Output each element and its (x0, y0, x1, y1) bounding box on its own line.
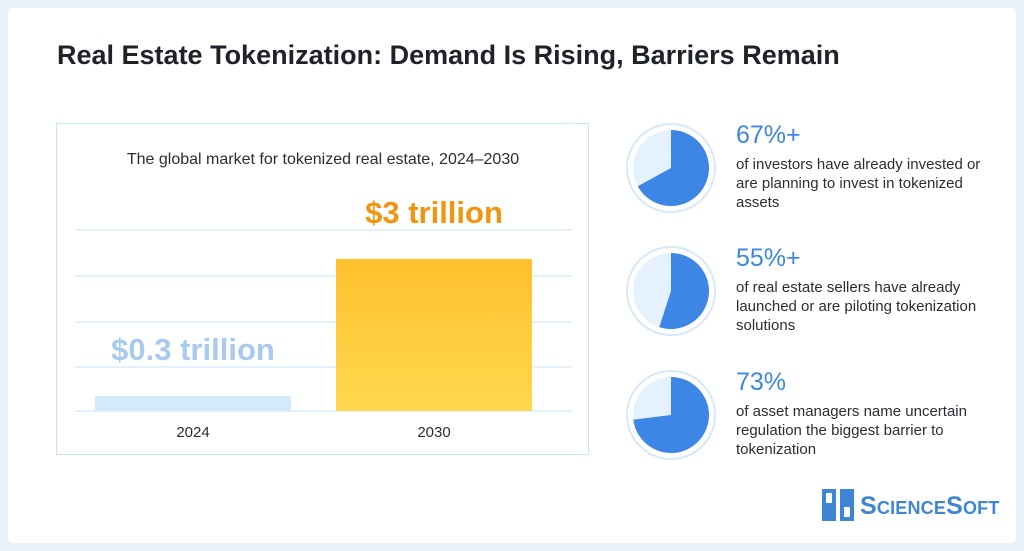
pie-icon (626, 246, 716, 336)
bar-2030 (336, 259, 532, 411)
sciencesoft-logo-icon (822, 489, 854, 521)
pie-slice (633, 377, 709, 453)
data-label-2024: $0.3 trillion (111, 332, 275, 367)
bars: $0.3 trillion 2024 $3 trillion 2030 (95, 195, 532, 441)
stat-description: of investors have already invested or ar… (736, 156, 981, 211)
stat-description: of asset managers name uncertain regulat… (736, 403, 967, 458)
page-title: Real Estate Tokenization: Demand Is Risi… (57, 40, 840, 70)
pie-slice (659, 253, 709, 329)
stat-asset-managers: 73% of asset managers name uncertain reg… (624, 368, 1004, 468)
stat-value: 67%+ (736, 121, 801, 149)
data-label-2030: $3 trillion (365, 195, 503, 230)
tick-label-2024: 2024 (176, 424, 209, 441)
pie-icon (626, 123, 716, 213)
sciencesoft-logo: ScienceSoft (822, 487, 999, 523)
logo-text: ScienceSoft (860, 492, 1000, 520)
tick-label-2030: 2030 (417, 424, 450, 441)
chart-title: The global market for tokenized real est… (127, 151, 519, 168)
pie-icon (626, 370, 716, 460)
stat-value: 73% (736, 368, 787, 396)
stat-description: of real estate sellers have already laun… (736, 279, 977, 334)
bar-chart-panel: The global market for tokenized real est… (56, 123, 589, 455)
stat-investors: 67%+ of investors have already invested … (624, 121, 1004, 221)
stat-value: 55%+ (736, 244, 801, 272)
bar-2024 (95, 395, 291, 411)
bar-chart: The global market for tokenized real est… (75, 151, 572, 441)
pie-slice (637, 130, 709, 206)
stat-sellers: 55%+ of real estate sellers have already… (624, 244, 1004, 344)
